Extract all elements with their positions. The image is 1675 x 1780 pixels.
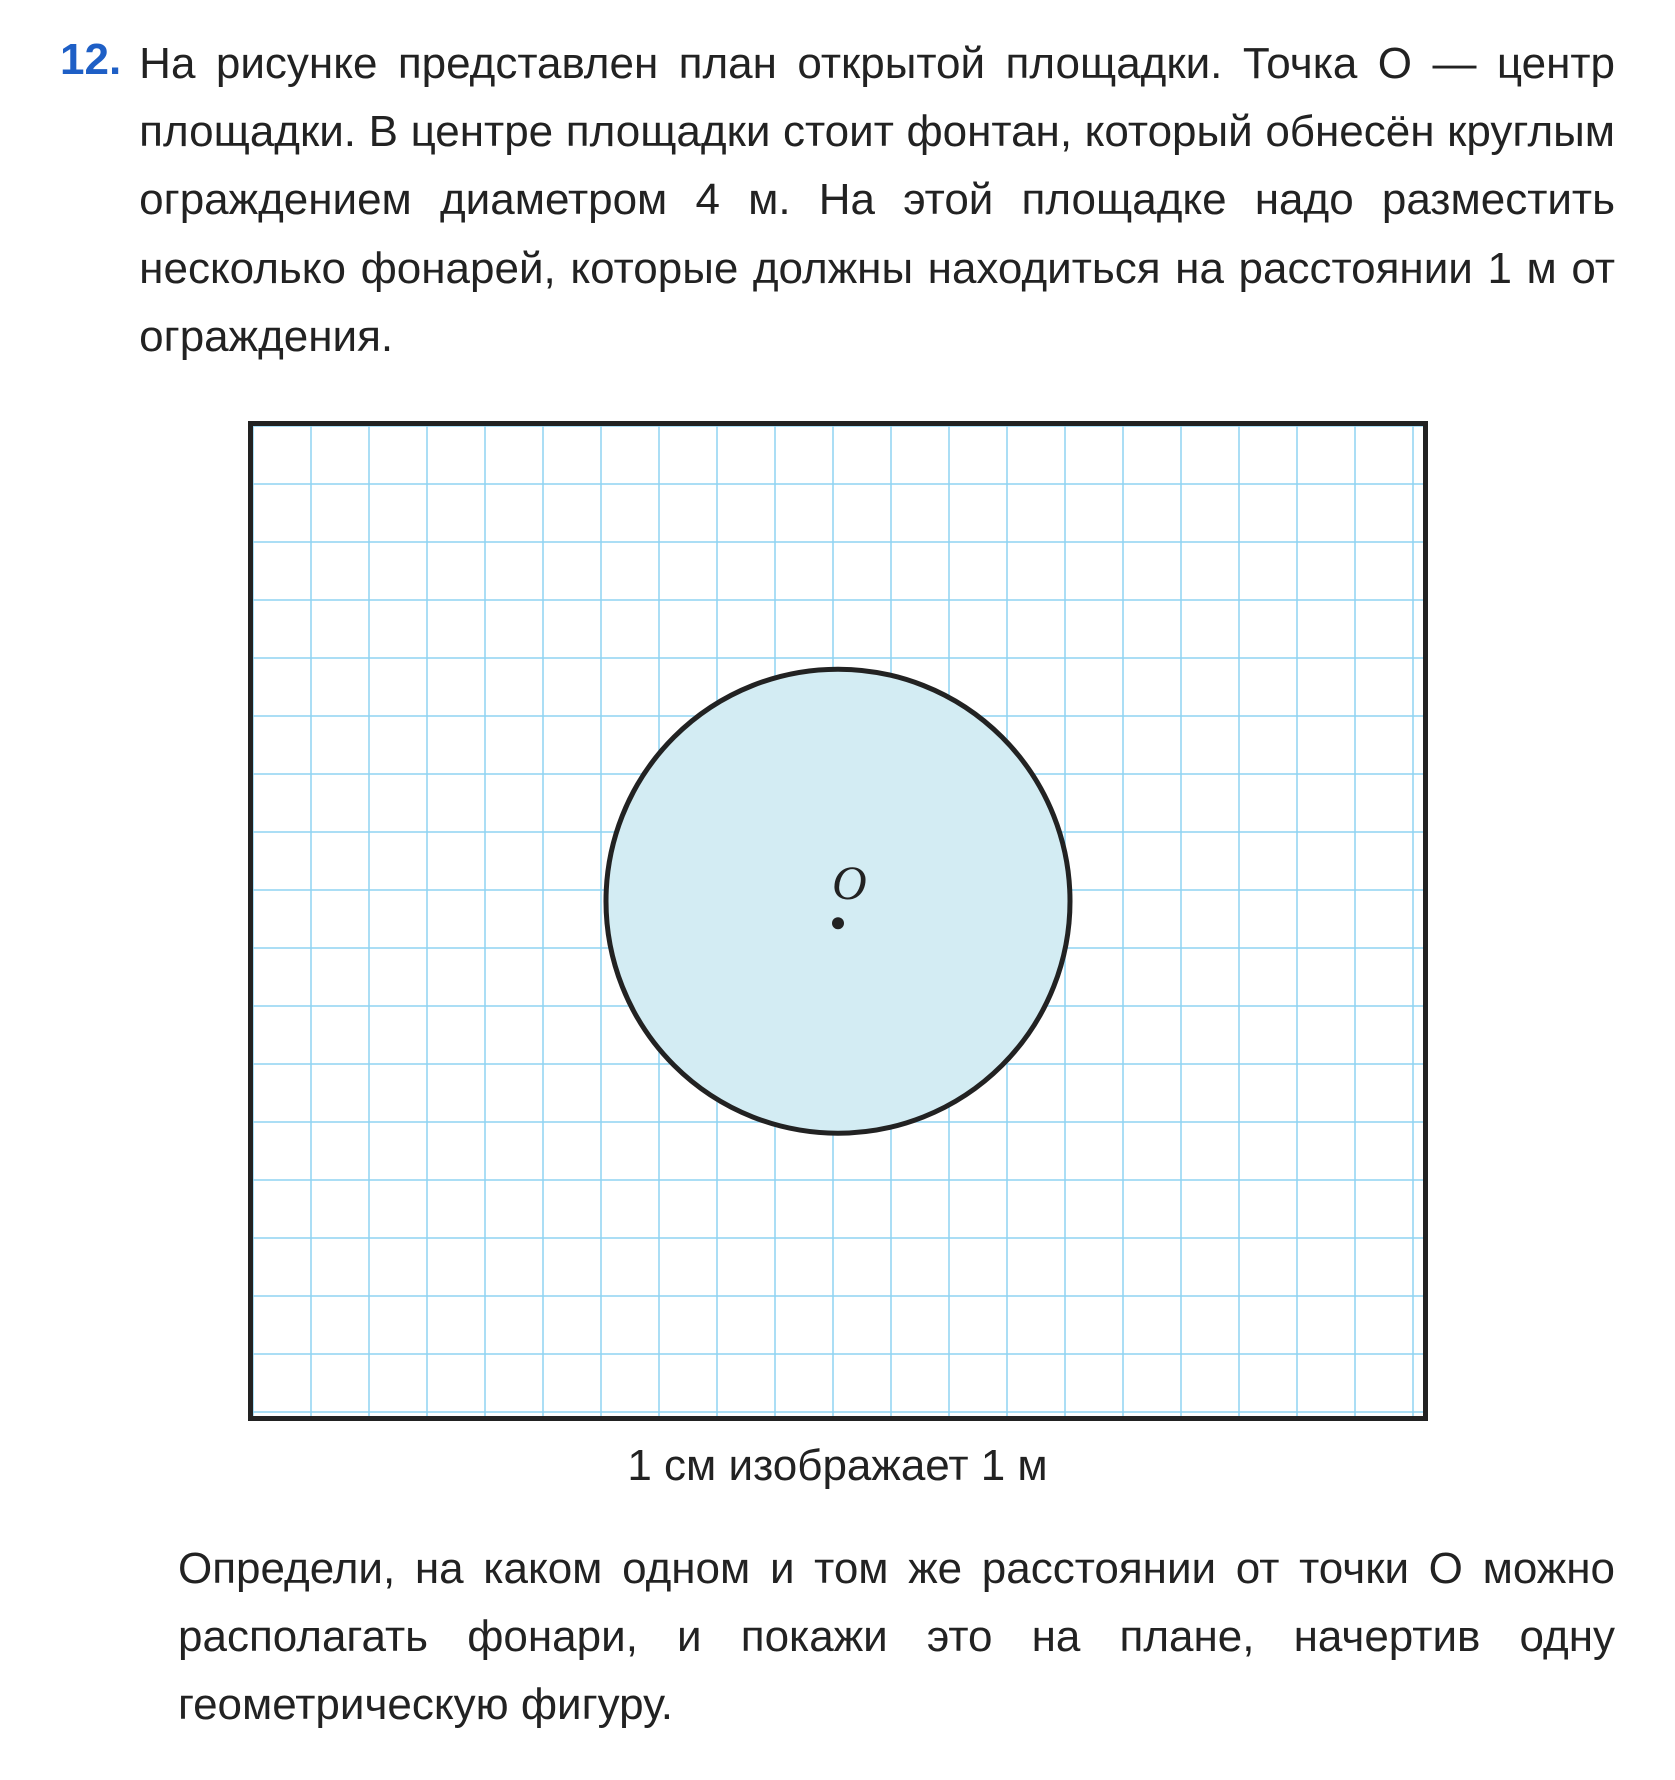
svg-text:O: O bbox=[832, 857, 867, 910]
problem-number: 12. bbox=[60, 30, 139, 89]
problem-block: 12. На рисунке представлен план открытой… bbox=[60, 30, 1615, 371]
problem-question: Определи, на каком одном и том же рассто… bbox=[178, 1535, 1615, 1740]
figure-container: O 1 см изображает 1 м bbox=[248, 421, 1428, 1491]
scale-caption: 1 см изображает 1 м bbox=[248, 1441, 1428, 1491]
grid-svg: O bbox=[253, 426, 1423, 1416]
grid-box: O bbox=[248, 421, 1428, 1421]
problem-text: На рисунке представлен план открытой пло… bbox=[139, 30, 1615, 371]
page: 12. На рисунке представлен план открытой… bbox=[0, 0, 1675, 1780]
